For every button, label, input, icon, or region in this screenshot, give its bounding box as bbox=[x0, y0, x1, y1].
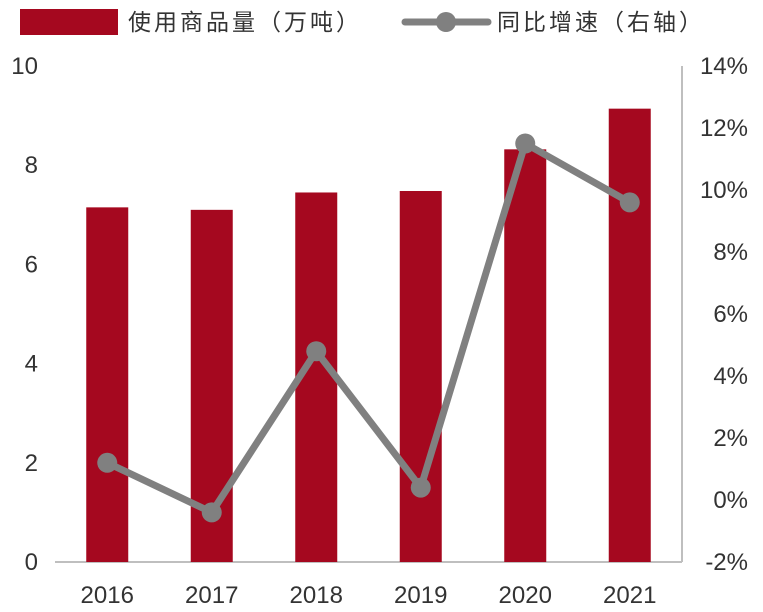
x-tick-label-2017: 2017 bbox=[185, 582, 238, 609]
legend: 使用商品量（万吨） 同比增速（右轴） bbox=[20, 9, 705, 36]
legend-label-line: 同比增速（右轴） bbox=[497, 10, 705, 36]
right-tick-label: 10% bbox=[700, 177, 748, 204]
left-tick-label: 8 bbox=[25, 152, 38, 179]
legend-swatch-marker bbox=[436, 12, 456, 32]
growth-point-2021 bbox=[619, 192, 640, 213]
axes bbox=[55, 66, 683, 563]
growth-line-path bbox=[103, 140, 634, 516]
growth-point-2018 bbox=[306, 341, 327, 362]
left-axis-ticks: 0 2 4 6 8 10 bbox=[11, 53, 38, 576]
right-tick-label: -2% bbox=[705, 549, 748, 576]
legend-swatch-bar bbox=[20, 9, 118, 35]
left-tick-label: 0 bbox=[25, 549, 38, 576]
left-tick-label: 4 bbox=[25, 351, 38, 378]
right-tick-label: 6% bbox=[713, 301, 748, 328]
bar-2020 bbox=[504, 149, 547, 562]
x-tick-label-2016: 2016 bbox=[81, 582, 134, 609]
right-tick-label: 12% bbox=[700, 115, 748, 142]
bar-2021 bbox=[608, 108, 651, 562]
bar-2016 bbox=[86, 207, 129, 563]
x-tick-label-2020: 2020 bbox=[499, 582, 552, 609]
left-tick-label: 2 bbox=[25, 450, 38, 477]
bar-2019 bbox=[399, 190, 442, 562]
x-tick-label-2018: 2018 bbox=[290, 582, 343, 609]
right-tick-label: 4% bbox=[713, 363, 748, 390]
right-tick-label: 8% bbox=[713, 239, 748, 266]
x-axis-ticks: 2016 2017 2018 2019 2020 2021 bbox=[81, 582, 657, 609]
left-tick-label: 10 bbox=[11, 53, 38, 80]
right-tick-label: 14% bbox=[700, 53, 748, 80]
bars bbox=[86, 108, 651, 563]
legend-label-bar: 使用商品量（万吨） bbox=[128, 10, 362, 36]
growth-point-2020 bbox=[515, 133, 536, 154]
x-tick-label-2019: 2019 bbox=[394, 582, 447, 609]
growth-point-2016 bbox=[97, 452, 118, 473]
right-tick-label: 0% bbox=[713, 487, 748, 514]
growth-line bbox=[97, 133, 640, 523]
right-axis-ticks: -2% 0% 2% 4% 6% 8% 10% 12% 14% bbox=[700, 53, 748, 576]
left-tick-label: 6 bbox=[25, 251, 38, 278]
growth-point-2017 bbox=[201, 502, 222, 523]
x-tick-label-2021: 2021 bbox=[603, 582, 656, 609]
right-tick-label: 2% bbox=[713, 425, 748, 452]
growth-point-2019 bbox=[410, 477, 431, 498]
